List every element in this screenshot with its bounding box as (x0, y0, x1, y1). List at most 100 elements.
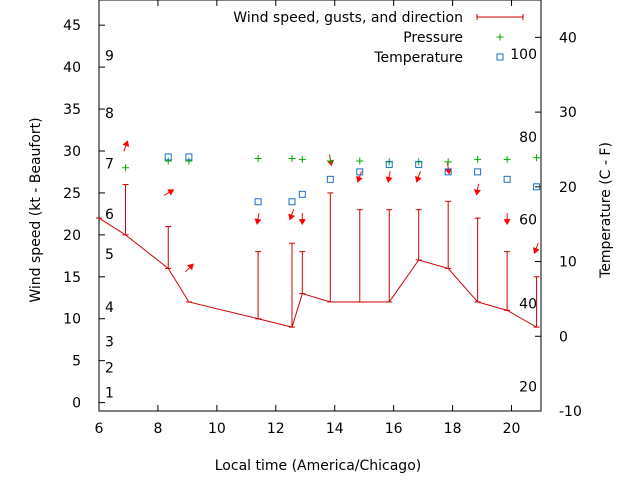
x-tick-label: 12 (267, 421, 285, 437)
plus-marker (164, 157, 172, 165)
x-tick-label: 6 (95, 421, 104, 437)
y-axis-label: Wind speed (kt - Beaufort) (28, 117, 44, 302)
legend-label: Temperature (373, 50, 463, 66)
pressure-point (122, 164, 130, 172)
x-tick-label: 10 (208, 421, 226, 437)
y-tick-label: 30 (63, 144, 81, 160)
wind-direction-arrow (163, 189, 175, 196)
pressure-point (503, 155, 511, 163)
arrow-head (532, 247, 540, 255)
fahrenheit-label: 100 (510, 47, 537, 63)
plus-marker (298, 155, 306, 163)
y2-tick-label: 0 (559, 329, 568, 345)
temperature-point (164, 153, 172, 161)
temperature-point (326, 175, 334, 183)
plus-marker (474, 155, 482, 163)
wind-series-group (96, 184, 540, 328)
plot-frame (98, 0, 542, 412)
arrow-head (385, 176, 393, 184)
temperature-series-group (164, 153, 541, 206)
pressure-point (254, 155, 262, 163)
wind-direction-arrow (254, 213, 262, 225)
plus-marker (254, 155, 262, 163)
beaufort-label: 2 (105, 360, 114, 376)
beaufort-label: 4 (105, 300, 114, 316)
arrow-head (503, 219, 511, 226)
legend-label: Pressure (403, 30, 463, 46)
arrow-head (298, 219, 306, 226)
legend: Wind speed, gusts, and direction Pressure… (233, 10, 524, 66)
wind-direction-arrow (444, 162, 452, 175)
pressure-point (474, 155, 482, 163)
pressure-point (444, 158, 452, 166)
y-tick-label: 0 (72, 396, 81, 412)
beaufort-label: 5 (105, 247, 114, 263)
y-tick-label: 20 (63, 228, 81, 244)
fahrenheit-label: 40 (519, 296, 537, 312)
arrow-head (187, 263, 194, 271)
pressure-point (326, 157, 334, 165)
x-tick-label: 16 (385, 421, 403, 437)
wind-direction-arrow (385, 171, 393, 184)
temperature-point (288, 198, 296, 206)
y2-tick-label: 30 (559, 105, 577, 121)
fahrenheit-label: 80 (519, 130, 537, 146)
wind-direction-arrow (298, 213, 306, 226)
plus-marker (185, 157, 193, 165)
wind-direction-arrow (474, 183, 481, 196)
beaufort-label: 6 (105, 207, 114, 223)
y-tick-label: 15 (63, 270, 81, 286)
beaufort-label: 8 (105, 106, 114, 122)
pressure-point (533, 154, 541, 162)
wind-direction-arrow (415, 171, 422, 183)
y-tick-label: 35 (63, 102, 81, 118)
legend-temperature-marker (496, 53, 504, 61)
pressure-point (164, 157, 172, 165)
y-tick-label: 10 (63, 312, 81, 328)
pressure-point (288, 155, 296, 163)
plus-marker (288, 155, 296, 163)
y-tick-label: 45 (63, 18, 81, 34)
temperature-point (385, 160, 393, 168)
y2-tick-label: 20 (559, 180, 577, 196)
temperature-point (415, 160, 423, 168)
y-tick-label: 5 (72, 354, 81, 370)
temperature-point (474, 168, 482, 176)
plus-marker (326, 157, 334, 165)
fahrenheit-label: 60 (519, 213, 537, 229)
beaufort-label: 7 (105, 157, 114, 173)
y2-axis-label: Temperature (C - F) (598, 142, 614, 279)
plus-marker (444, 158, 452, 166)
arrow-head (415, 175, 422, 183)
temperature-point (185, 153, 193, 161)
fahrenheit-label: 20 (519, 379, 537, 395)
x-tick-label: 8 (153, 421, 162, 437)
plus-marker (356, 157, 364, 165)
temperature-point (254, 198, 262, 206)
x-tick-label: 20 (503, 421, 521, 437)
plus-marker (533, 154, 541, 162)
wind-direction-arrows-group (122, 140, 540, 273)
pressure-point (356, 157, 364, 165)
arrow-head (474, 189, 481, 196)
beaufort-label: 3 (105, 334, 114, 350)
legend-label: Wind speed, gusts, and direction (233, 10, 463, 26)
y-tick-label: 40 (63, 60, 81, 76)
legend-pressure-marker (496, 33, 504, 41)
pressure-point (298, 155, 306, 163)
arrow-head (444, 168, 452, 175)
y2-tick-label: -10 (559, 404, 582, 420)
temperature-point (298, 190, 306, 198)
x-tick-label: 18 (444, 421, 462, 437)
wind-direction-arrow (288, 209, 295, 221)
wind-speed-line (98, 217, 537, 328)
axes-group: 6 8 10 12 14 16 18 20051015202530354045-1001020… (63, 0, 582, 437)
wind-direction-arrow (184, 263, 194, 273)
plus-marker (503, 155, 511, 163)
temperature-point (503, 175, 511, 183)
arrow-head (122, 140, 130, 148)
y2-tick-label: 40 (559, 30, 577, 46)
temperature-point (356, 168, 364, 176)
